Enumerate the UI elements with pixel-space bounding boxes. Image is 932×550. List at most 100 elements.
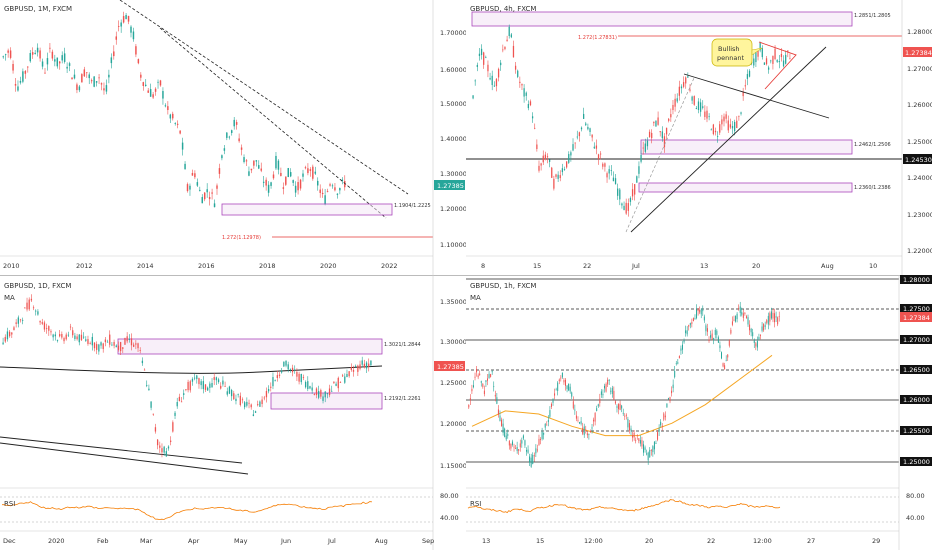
candle-body — [499, 415, 501, 422]
candle-body — [90, 80, 93, 82]
candle-body — [519, 443, 521, 448]
candle-body — [752, 332, 754, 337]
candle-body — [706, 328, 708, 332]
candle-body — [56, 340, 59, 341]
callout-line-1: Bullish — [718, 45, 740, 53]
y-axis: 1.28000 1.27000 1.26000 1.25000 1.24000 … — [907, 28, 932, 255]
monthly-candles — [2, 11, 346, 208]
candle-body — [524, 440, 526, 446]
candle-body — [117, 345, 120, 350]
x-tick: 2014 — [137, 262, 154, 270]
candle-body — [344, 376, 346, 383]
candle-body — [708, 339, 710, 341]
candle-body — [772, 312, 774, 319]
chart-panel-hourly[interactable]: GBPUSD, 1h, FXCM MA RSI 1.28000 1.27500 … — [466, 275, 932, 550]
candle-body — [629, 197, 632, 202]
candle-body — [189, 381, 191, 391]
candle-body — [352, 369, 355, 372]
candle-body — [277, 160, 280, 170]
candle-body — [4, 54, 7, 56]
x-tick: 2018 — [259, 262, 276, 270]
x-tick: 2010 — [3, 262, 20, 270]
candle-body — [642, 147, 644, 149]
candle-body — [761, 48, 763, 58]
x-tick: Dec — [3, 537, 16, 545]
candle-body — [368, 363, 370, 367]
y-tick: 1.26000 — [903, 396, 930, 404]
candle-body — [618, 404, 620, 410]
candle-body — [341, 375, 344, 377]
candle-body — [521, 84, 523, 86]
candle-body — [491, 75, 493, 86]
chart-panel-4h[interactable]: 1.2851/1.2805 1.272(1.27831) 1.2462/1.25… — [466, 0, 932, 275]
y-tick: 1.35000 — [440, 298, 466, 306]
candle-body — [553, 178, 555, 189]
candle-body — [313, 394, 315, 395]
candle-body — [135, 343, 137, 345]
candle-body — [56, 57, 59, 67]
candle-body — [738, 115, 740, 117]
candle-body — [663, 136, 666, 148]
chart-panel-daily[interactable]: 1.3021/1.2844 1.2192/1.2261 GBPUSD, 1D, … — [0, 275, 466, 550]
candle-body — [719, 345, 721, 349]
candle-body — [259, 401, 261, 407]
candle-body — [91, 336, 93, 346]
candle-body — [588, 434, 590, 435]
candle-body — [43, 322, 46, 330]
candle-body — [211, 383, 213, 388]
x-axis: 8 15 22 Jul 13 20 Aug 10 — [481, 262, 877, 270]
fib-label: 1.272(1.27831) — [578, 35, 617, 41]
candle-body — [261, 399, 263, 405]
candle-body — [241, 399, 244, 401]
x-tick: Apr — [188, 537, 200, 545]
candle-body — [278, 374, 281, 376]
candle-body — [759, 42, 761, 51]
y-tick: 1.26000 — [907, 101, 932, 109]
candle-body — [346, 373, 348, 378]
y-tick: 1.25000 — [440, 379, 466, 387]
candle-body — [275, 155, 277, 169]
candle-body — [493, 85, 495, 87]
candle-body — [365, 362, 368, 369]
candle-body — [102, 343, 104, 350]
candle-body — [574, 409, 576, 411]
candle-body — [546, 424, 548, 426]
candle-body — [143, 369, 146, 371]
candle-body — [676, 98, 678, 102]
candle-body — [753, 340, 755, 343]
price-tag-label: 1.27385 — [437, 182, 464, 190]
x-tick: Sep — [422, 537, 434, 545]
candle-body — [508, 26, 510, 36]
candle-body — [154, 427, 157, 432]
candle-body — [570, 152, 572, 156]
candle-body — [145, 84, 147, 87]
candle-body — [287, 364, 289, 370]
candle-body — [29, 53, 31, 62]
x-tick: 8 — [481, 262, 485, 270]
candle-body — [198, 378, 200, 385]
candle-body — [223, 148, 226, 151]
candle-body — [63, 53, 66, 62]
candle-body — [510, 34, 512, 38]
candle-body — [479, 373, 481, 376]
candle-body — [614, 401, 616, 404]
level-tag — [903, 154, 932, 164]
candle-body — [491, 371, 493, 373]
candle-body — [176, 402, 178, 407]
candle-body — [585, 429, 587, 431]
candle-body — [738, 308, 740, 309]
y-axis: 1.35000 1.30000 1.25000 1.20000 1.15000 … — [440, 298, 466, 522]
candle-body — [575, 415, 577, 419]
candle-body — [224, 385, 226, 387]
panel-title: GBPUSD, 4h, FXCM — [470, 5, 536, 13]
candle-body — [287, 168, 289, 178]
candle-body — [162, 91, 164, 99]
candle-body — [108, 74, 110, 78]
chart-panel-monthly[interactable]: 1.1904/1.2225 1.272(1.12978) GBPUSD, 1M,… — [0, 0, 466, 275]
candle-body — [776, 60, 778, 62]
candle-body — [128, 339, 130, 341]
candle-body — [72, 330, 74, 336]
candle-body — [675, 363, 677, 365]
candle-body — [335, 383, 337, 386]
candle-body — [703, 316, 705, 321]
